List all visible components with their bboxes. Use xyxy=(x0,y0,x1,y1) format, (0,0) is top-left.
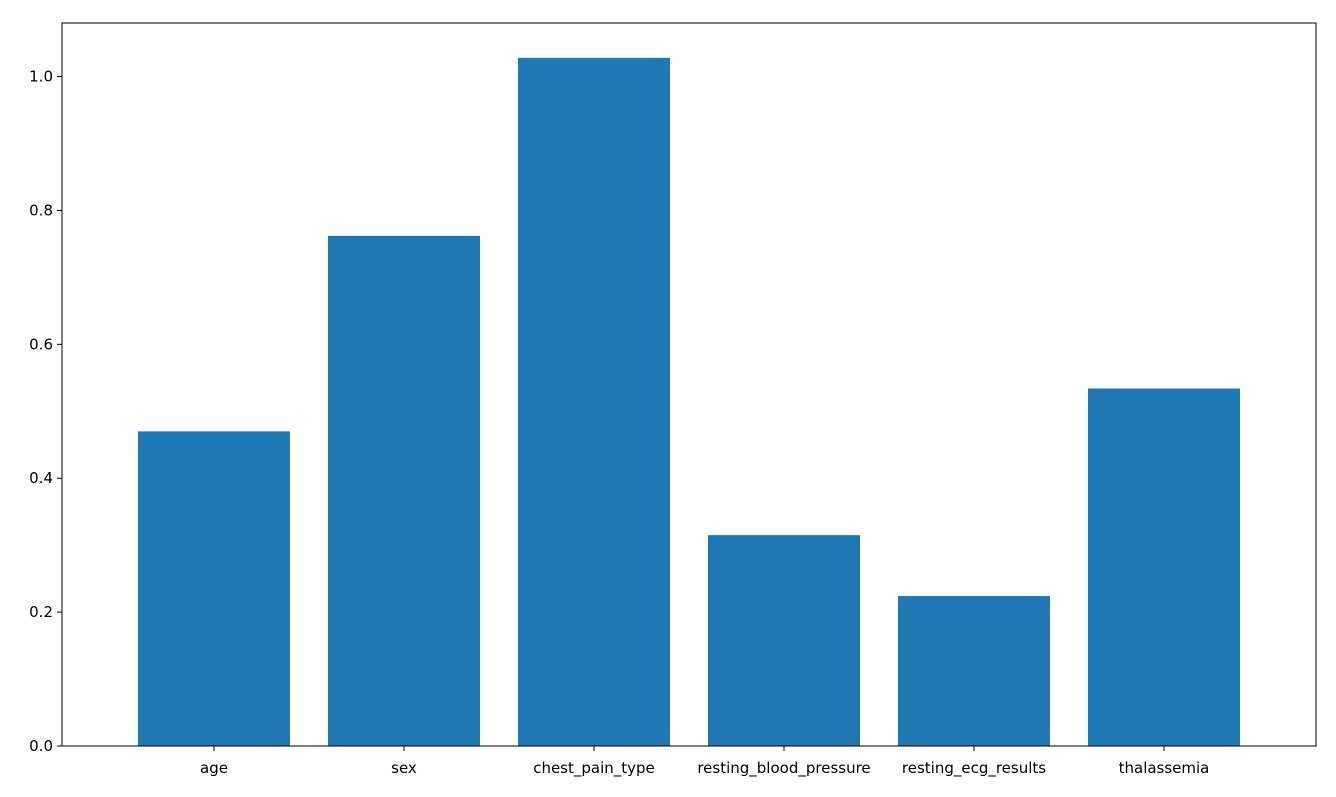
y-tick-label: 0.8 xyxy=(29,201,53,219)
y-tick-label: 0.6 xyxy=(29,335,53,353)
x-tick-label: resting_blood_pressure xyxy=(697,759,870,778)
x-tick-label: thalassemia xyxy=(1119,759,1210,777)
bar-resting_blood_pressure xyxy=(708,535,860,747)
y-tick-label: 0.2 xyxy=(29,603,53,621)
y-tick-label: 0.4 xyxy=(29,469,53,487)
plot-frame xyxy=(61,22,1317,747)
bars-group xyxy=(138,57,1240,747)
x-tick-label: sex xyxy=(391,759,417,777)
x-tick-label: resting_ecg_results xyxy=(902,759,1046,778)
bar-resting_ecg_results xyxy=(898,596,1050,746)
bar-thalassemia xyxy=(1088,388,1240,746)
bar-sex xyxy=(328,235,480,746)
y-axis-ticks: 0.0 0.2 0.4 0.6 0.8 1.0 xyxy=(29,68,62,755)
bar-age xyxy=(138,431,290,746)
x-axis-ticks: age sex chest_pain_type resting_blood_press… xyxy=(200,746,1209,778)
x-tick-label: age xyxy=(200,759,228,777)
y-tick-label: 1.0 xyxy=(29,68,53,86)
x-tick-label: chest_pain_type xyxy=(533,759,655,778)
y-tick-label: 0.0 xyxy=(29,737,53,755)
bar-chest_pain_type xyxy=(518,57,670,747)
